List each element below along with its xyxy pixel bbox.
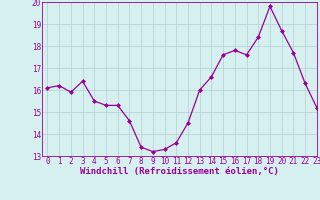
- X-axis label: Windchill (Refroidissement éolien,°C): Windchill (Refroidissement éolien,°C): [80, 167, 279, 176]
